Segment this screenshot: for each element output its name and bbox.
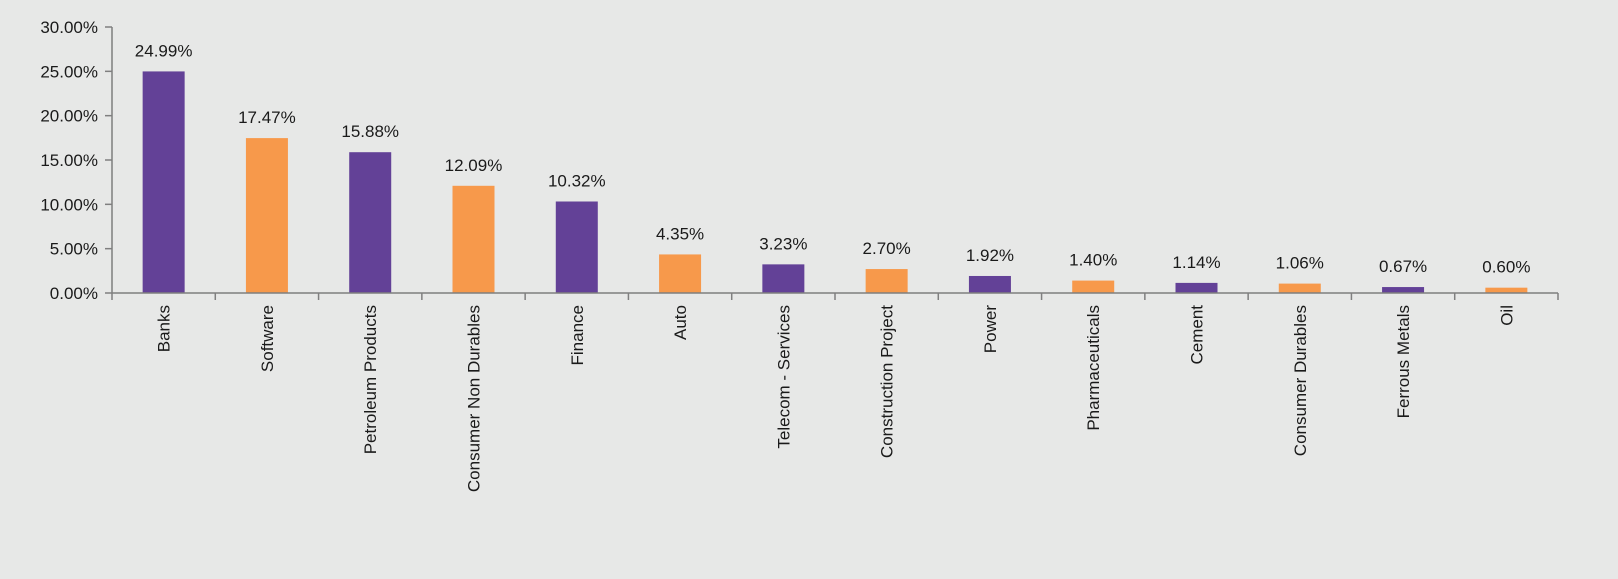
category-label: Petroleum Products [361, 305, 380, 454]
bar [1485, 287, 1528, 293]
bar [865, 269, 908, 293]
data-label: 0.67% [1379, 257, 1427, 276]
data-labels: 24.99% 17.47% 15.88% 12.09% 10.32% 4.35% 3.23%… [135, 41, 1531, 276]
category-label: Power [981, 305, 1000, 354]
y-tick-label: 20.00% [40, 107, 98, 126]
bar [555, 201, 598, 293]
y-tick-label: 0.00% [50, 284, 98, 303]
y-tick-label: 30.00% [40, 18, 98, 37]
category-label: Pharmaceuticals [1084, 305, 1103, 431]
data-label: 2.70% [863, 239, 911, 258]
data-label: 1.14% [1172, 253, 1220, 272]
data-label: 0.60% [1482, 258, 1530, 277]
data-label: 17.47% [238, 108, 296, 127]
category-label: Oil [1497, 305, 1516, 326]
data-label: 10.32% [548, 171, 606, 190]
bar [1175, 282, 1218, 293]
bar [349, 152, 392, 293]
category-labels: Banks Software Petroleum Products Consumer … [155, 305, 1517, 492]
data-label: 1.92% [966, 246, 1014, 265]
x-axis [111, 292, 1559, 300]
y-axis: 0.00% 5.00% 10.00% 15.00% 20.00% 25.00% 30.00% [40, 18, 113, 303]
category-label: Auto [671, 305, 690, 340]
category-label: Software [258, 305, 277, 372]
data-label: 15.88% [341, 122, 399, 141]
bar [245, 138, 288, 293]
data-label: 3.23% [759, 234, 807, 253]
data-label: 1.40% [1069, 251, 1117, 270]
bar [1382, 287, 1425, 293]
data-label: 24.99% [135, 41, 193, 60]
category-label: Consumer Non Durables [465, 305, 484, 492]
data-label: 4.35% [656, 224, 704, 243]
y-tick-label: 5.00% [50, 240, 98, 259]
y-tick-label: 15.00% [40, 151, 98, 170]
bar [452, 185, 495, 293]
bar [659, 254, 702, 293]
category-label: Consumer Durables [1291, 305, 1310, 456]
data-label: 12.09% [445, 156, 503, 175]
bar [142, 71, 185, 293]
category-label: Finance [568, 305, 587, 365]
category-label: Telecom - Services [774, 305, 793, 449]
y-tick-label: 10.00% [40, 195, 98, 214]
bar [762, 264, 805, 293]
y-tick-label: 25.00% [40, 62, 98, 81]
category-label: Banks [155, 305, 174, 352]
bar [1278, 283, 1321, 293]
category-label: Cement [1188, 305, 1207, 365]
data-label: 1.06% [1276, 254, 1324, 273]
bars [142, 71, 1528, 293]
category-label: Construction Project [878, 305, 897, 458]
bar [968, 275, 1011, 293]
bar [1072, 280, 1115, 293]
category-label: Ferrous Metals [1394, 305, 1413, 418]
